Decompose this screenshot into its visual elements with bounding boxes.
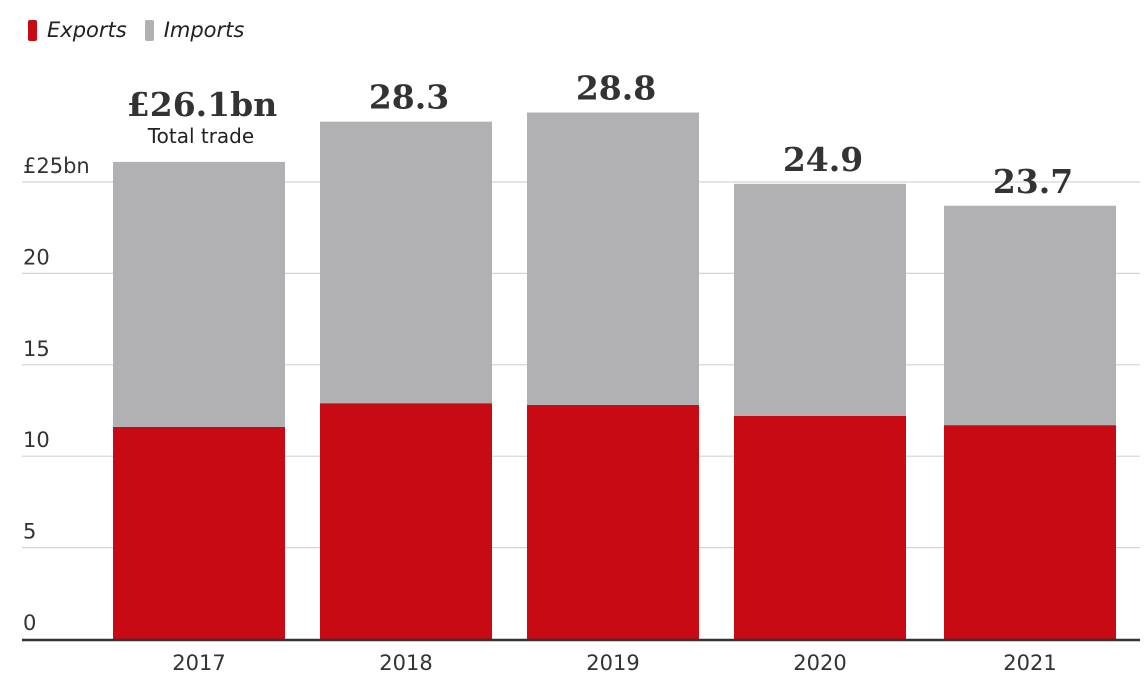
legend-item-imports: Imports [144,18,245,42]
bars [113,112,1116,639]
total-label-2020: 24.9 [783,140,863,179]
bar-exports-2021 [944,425,1116,639]
y-tick-label-0: 0 [23,611,36,635]
y-tick-label-15: 15 [23,337,50,361]
y-tick-label-5: 5 [23,520,36,544]
bar-imports-2021 [944,205,1116,426]
x-axis-ticks: 2017 2018 2019 2020 2021 [172,651,1056,675]
bar-exports-2019 [527,405,699,639]
bar-imports-2018 [320,121,492,404]
total-label-2021: 23.7 [993,162,1073,201]
legend-label-exports: Exports [47,18,127,42]
x-tick-label-2017: 2017 [172,651,225,675]
bar-exports-2018 [320,403,492,639]
legend-label-imports: Imports [163,18,245,42]
bar-imports-2020 [734,183,906,416]
x-tick-label-2018: 2018 [379,651,432,675]
legend-swatch-imports [144,19,154,41]
total-trade-sublabel: Total trade [147,124,254,148]
legend-item-exports: Exports [28,18,127,42]
y-tick-label-20: 20 [23,245,50,269]
y-axis-ticks: 0 5 10 15 20 £25bn [23,154,90,635]
total-label-2017: £26.1bn [127,85,277,124]
y-tick-label-25: £25bn [23,154,90,178]
bar-exports-2020 [734,415,906,639]
bar-imports-2019 [527,112,699,406]
x-tick-label-2019: 2019 [586,651,639,675]
bar-exports-2017 [113,426,285,639]
bar-imports-2017 [113,161,285,427]
x-tick-label-2021: 2021 [1003,651,1056,675]
legend: Exports Imports [28,18,262,42]
total-label-2019: 28.8 [576,69,656,108]
legend-swatch-exports [28,19,37,41]
y-tick-label-10: 10 [23,428,50,452]
total-label-2018: 28.3 [369,78,449,117]
x-tick-label-2020: 2020 [793,651,846,675]
